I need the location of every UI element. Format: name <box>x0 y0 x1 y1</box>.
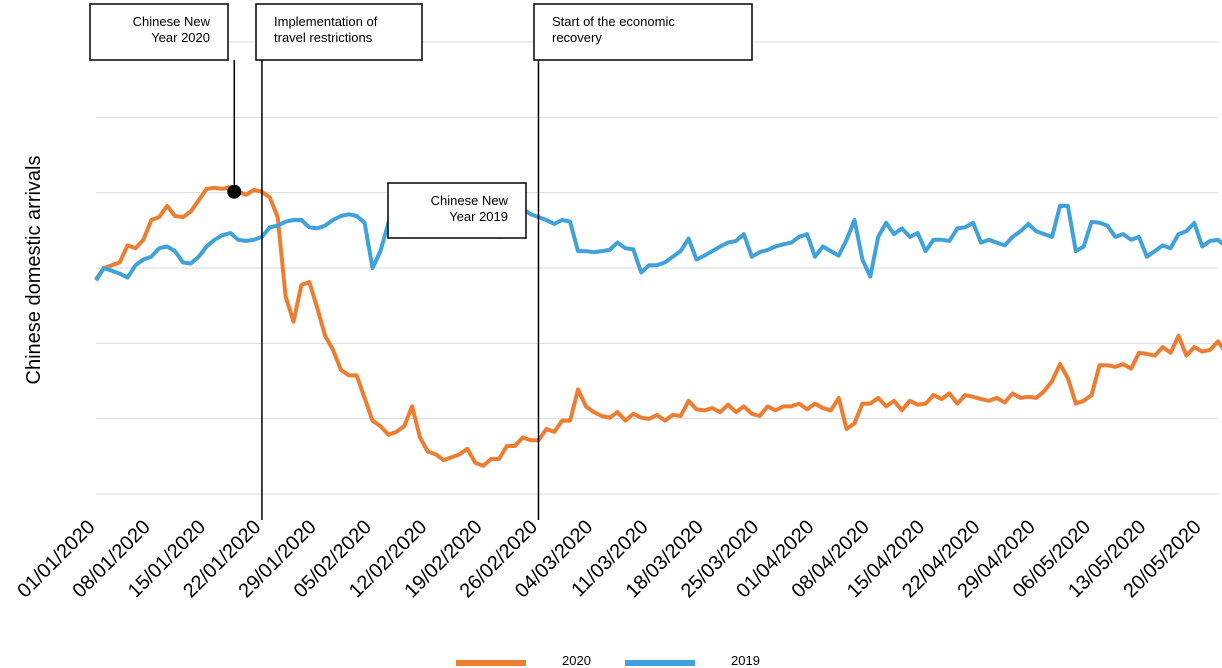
annotation-text: Start of the economic <box>552 14 675 29</box>
annotation-box <box>533 3 753 61</box>
legend-label: 2020 <box>562 653 591 668</box>
legend-label: 2019 <box>731 653 760 668</box>
legend: 2020 2019 <box>456 653 760 668</box>
series-lines <box>94 185 1222 468</box>
annotation-text: Chinese New <box>431 193 509 208</box>
x-axis-tick-labels: 01/01/202008/01/202015/01/202022/01/2020… <box>13 516 1206 602</box>
annotation-text: recovery <box>552 30 602 45</box>
annotation-marker <box>227 184 242 199</box>
series-line-2019 <box>94 188 1222 282</box>
legend-item-2020: 2020 <box>456 653 591 668</box>
legend-item-2019: 2019 <box>625 653 760 668</box>
annotation-text: Chinese New <box>133 14 211 29</box>
annotation-box <box>89 3 229 61</box>
annotation-text: Implementation of <box>274 14 378 29</box>
annotation-text: Year 2019 <box>449 209 508 224</box>
annotation-text: Year 2020 <box>151 30 210 45</box>
y-axis-label: Chinese domestic arrivals <box>23 156 45 385</box>
annotation-text: travel restrictions <box>274 30 373 45</box>
annotation-box <box>387 182 527 239</box>
gridlines <box>96 41 1218 495</box>
series-line-2020 <box>94 185 1222 468</box>
annotation-box <box>255 3 423 61</box>
